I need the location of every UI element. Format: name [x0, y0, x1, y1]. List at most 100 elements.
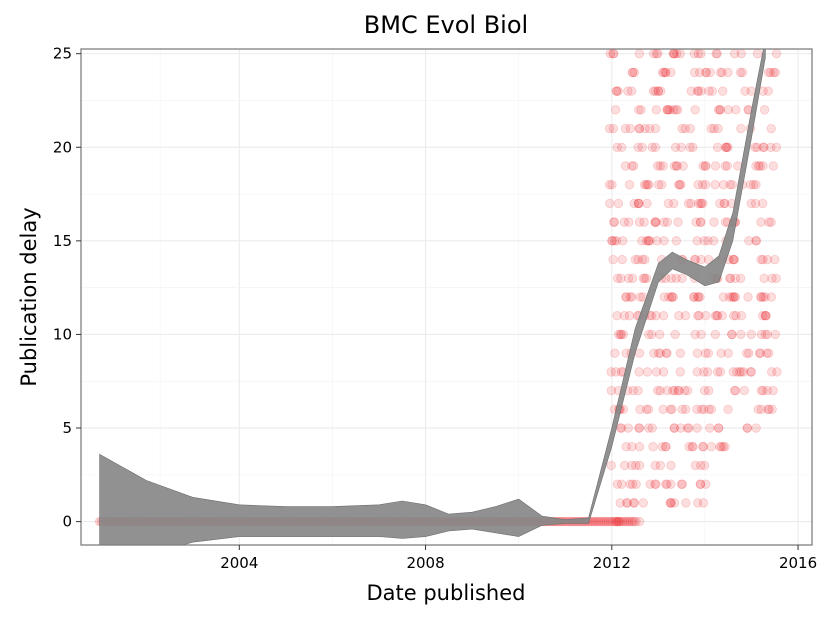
data-point [628, 67, 638, 78]
data-point [758, 292, 768, 302]
data-point [614, 516, 624, 527]
data-point [753, 404, 763, 415]
data-point [766, 217, 776, 227]
data-point [756, 329, 767, 340]
data-point [696, 329, 706, 340]
data-point [671, 161, 682, 171]
data-point [723, 142, 733, 152]
data-point [682, 423, 693, 433]
data-point [611, 516, 622, 527]
data-point [634, 423, 644, 433]
data-point [696, 198, 707, 209]
data-point [624, 217, 634, 227]
data-point [669, 423, 680, 433]
data-point [740, 86, 750, 96]
data-point [627, 67, 637, 78]
data-point [633, 385, 643, 396]
data-point [766, 142, 776, 152]
data-point [662, 105, 673, 115]
data-point [627, 479, 638, 489]
x-axis-title: Date published [366, 581, 525, 605]
data-point [657, 442, 668, 452]
data-point [709, 123, 719, 134]
data-point [640, 123, 650, 134]
data-point [734, 367, 745, 377]
data-point [623, 423, 633, 433]
y-tick-label: 25 [53, 45, 72, 63]
data-point [730, 273, 741, 283]
x-tick-label: 2016 [779, 554, 817, 572]
data-point [771, 142, 782, 152]
data-point [612, 142, 622, 152]
data-point [692, 236, 702, 246]
data-point [641, 236, 652, 246]
data-point [621, 516, 632, 527]
data-point [701, 479, 711, 489]
data-point [690, 460, 701, 471]
data-point [674, 385, 684, 396]
data-point [677, 479, 688, 489]
data-point [605, 198, 615, 209]
data-point [640, 254, 650, 265]
data-point [731, 105, 741, 115]
data-point [681, 498, 691, 508]
data-point [611, 236, 622, 246]
data-point [693, 498, 703, 508]
data-point [661, 348, 672, 358]
data-point [620, 161, 631, 171]
data-point [751, 161, 761, 171]
data-point [631, 460, 641, 471]
data-point [698, 198, 708, 209]
data-point [739, 385, 750, 396]
data-point [725, 179, 735, 190]
data-point [768, 385, 778, 396]
data-point [720, 198, 730, 209]
data-point [606, 367, 616, 377]
y-axis-title: Publication delay [17, 207, 41, 386]
data-point [698, 442, 708, 452]
data-point [713, 123, 723, 134]
data-point [657, 179, 667, 190]
data-point [725, 273, 736, 283]
data-point [763, 67, 774, 78]
data-point [712, 311, 723, 321]
data-point [603, 516, 613, 527]
data-point [689, 292, 699, 302]
data-point [621, 292, 631, 302]
data-point [605, 516, 615, 527]
data-point [715, 198, 725, 209]
data-point [710, 311, 721, 321]
data-point [625, 516, 636, 527]
data-point [693, 292, 704, 302]
data-point [627, 460, 637, 471]
data-point [648, 442, 658, 452]
data-point [713, 105, 724, 115]
data-point [695, 217, 706, 227]
data-point [666, 479, 676, 489]
data-point [597, 516, 608, 527]
data-point [698, 498, 709, 508]
data-point [610, 348, 620, 358]
data-point [762, 254, 773, 265]
data-point [612, 479, 623, 489]
data-point [736, 311, 747, 321]
data-point [756, 254, 766, 265]
data-point [695, 292, 705, 302]
data-point [763, 404, 773, 415]
data-point [718, 86, 728, 96]
data-point [606, 460, 616, 471]
data-point [767, 273, 777, 283]
data-point [666, 460, 676, 471]
data-point [614, 329, 624, 340]
data-point [706, 123, 716, 134]
data-point [701, 311, 711, 321]
data-point [633, 254, 643, 265]
y-tick-label: 5 [62, 419, 72, 437]
data-point [699, 236, 709, 246]
data-point [709, 217, 719, 227]
data-point [688, 442, 698, 452]
data-point [634, 367, 644, 377]
data-point [622, 498, 632, 508]
data-point [676, 142, 686, 152]
